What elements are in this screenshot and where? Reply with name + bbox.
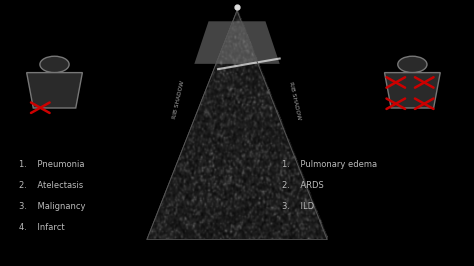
Circle shape — [398, 56, 427, 73]
Text: 3.    ILD: 3. ILD — [282, 202, 314, 211]
Polygon shape — [194, 21, 280, 64]
Text: RIB SHADOW: RIB SHADOW — [288, 81, 301, 120]
Text: 1.    Pneumonia: 1. Pneumonia — [19, 160, 84, 169]
Text: 2.    ARDS: 2. ARDS — [282, 181, 324, 190]
Text: 3.    Malignancy: 3. Malignancy — [19, 202, 85, 211]
Polygon shape — [27, 73, 82, 108]
Text: 1.    Pulmonary edema: 1. Pulmonary edema — [282, 160, 377, 169]
Text: 2.    Atelectasis: 2. Atelectasis — [19, 181, 83, 190]
Polygon shape — [384, 73, 440, 108]
Polygon shape — [147, 11, 327, 239]
Circle shape — [40, 56, 69, 73]
Text: 4.    Infarct: 4. Infarct — [19, 223, 64, 232]
Text: RIB SHADOW: RIB SHADOW — [173, 81, 186, 120]
